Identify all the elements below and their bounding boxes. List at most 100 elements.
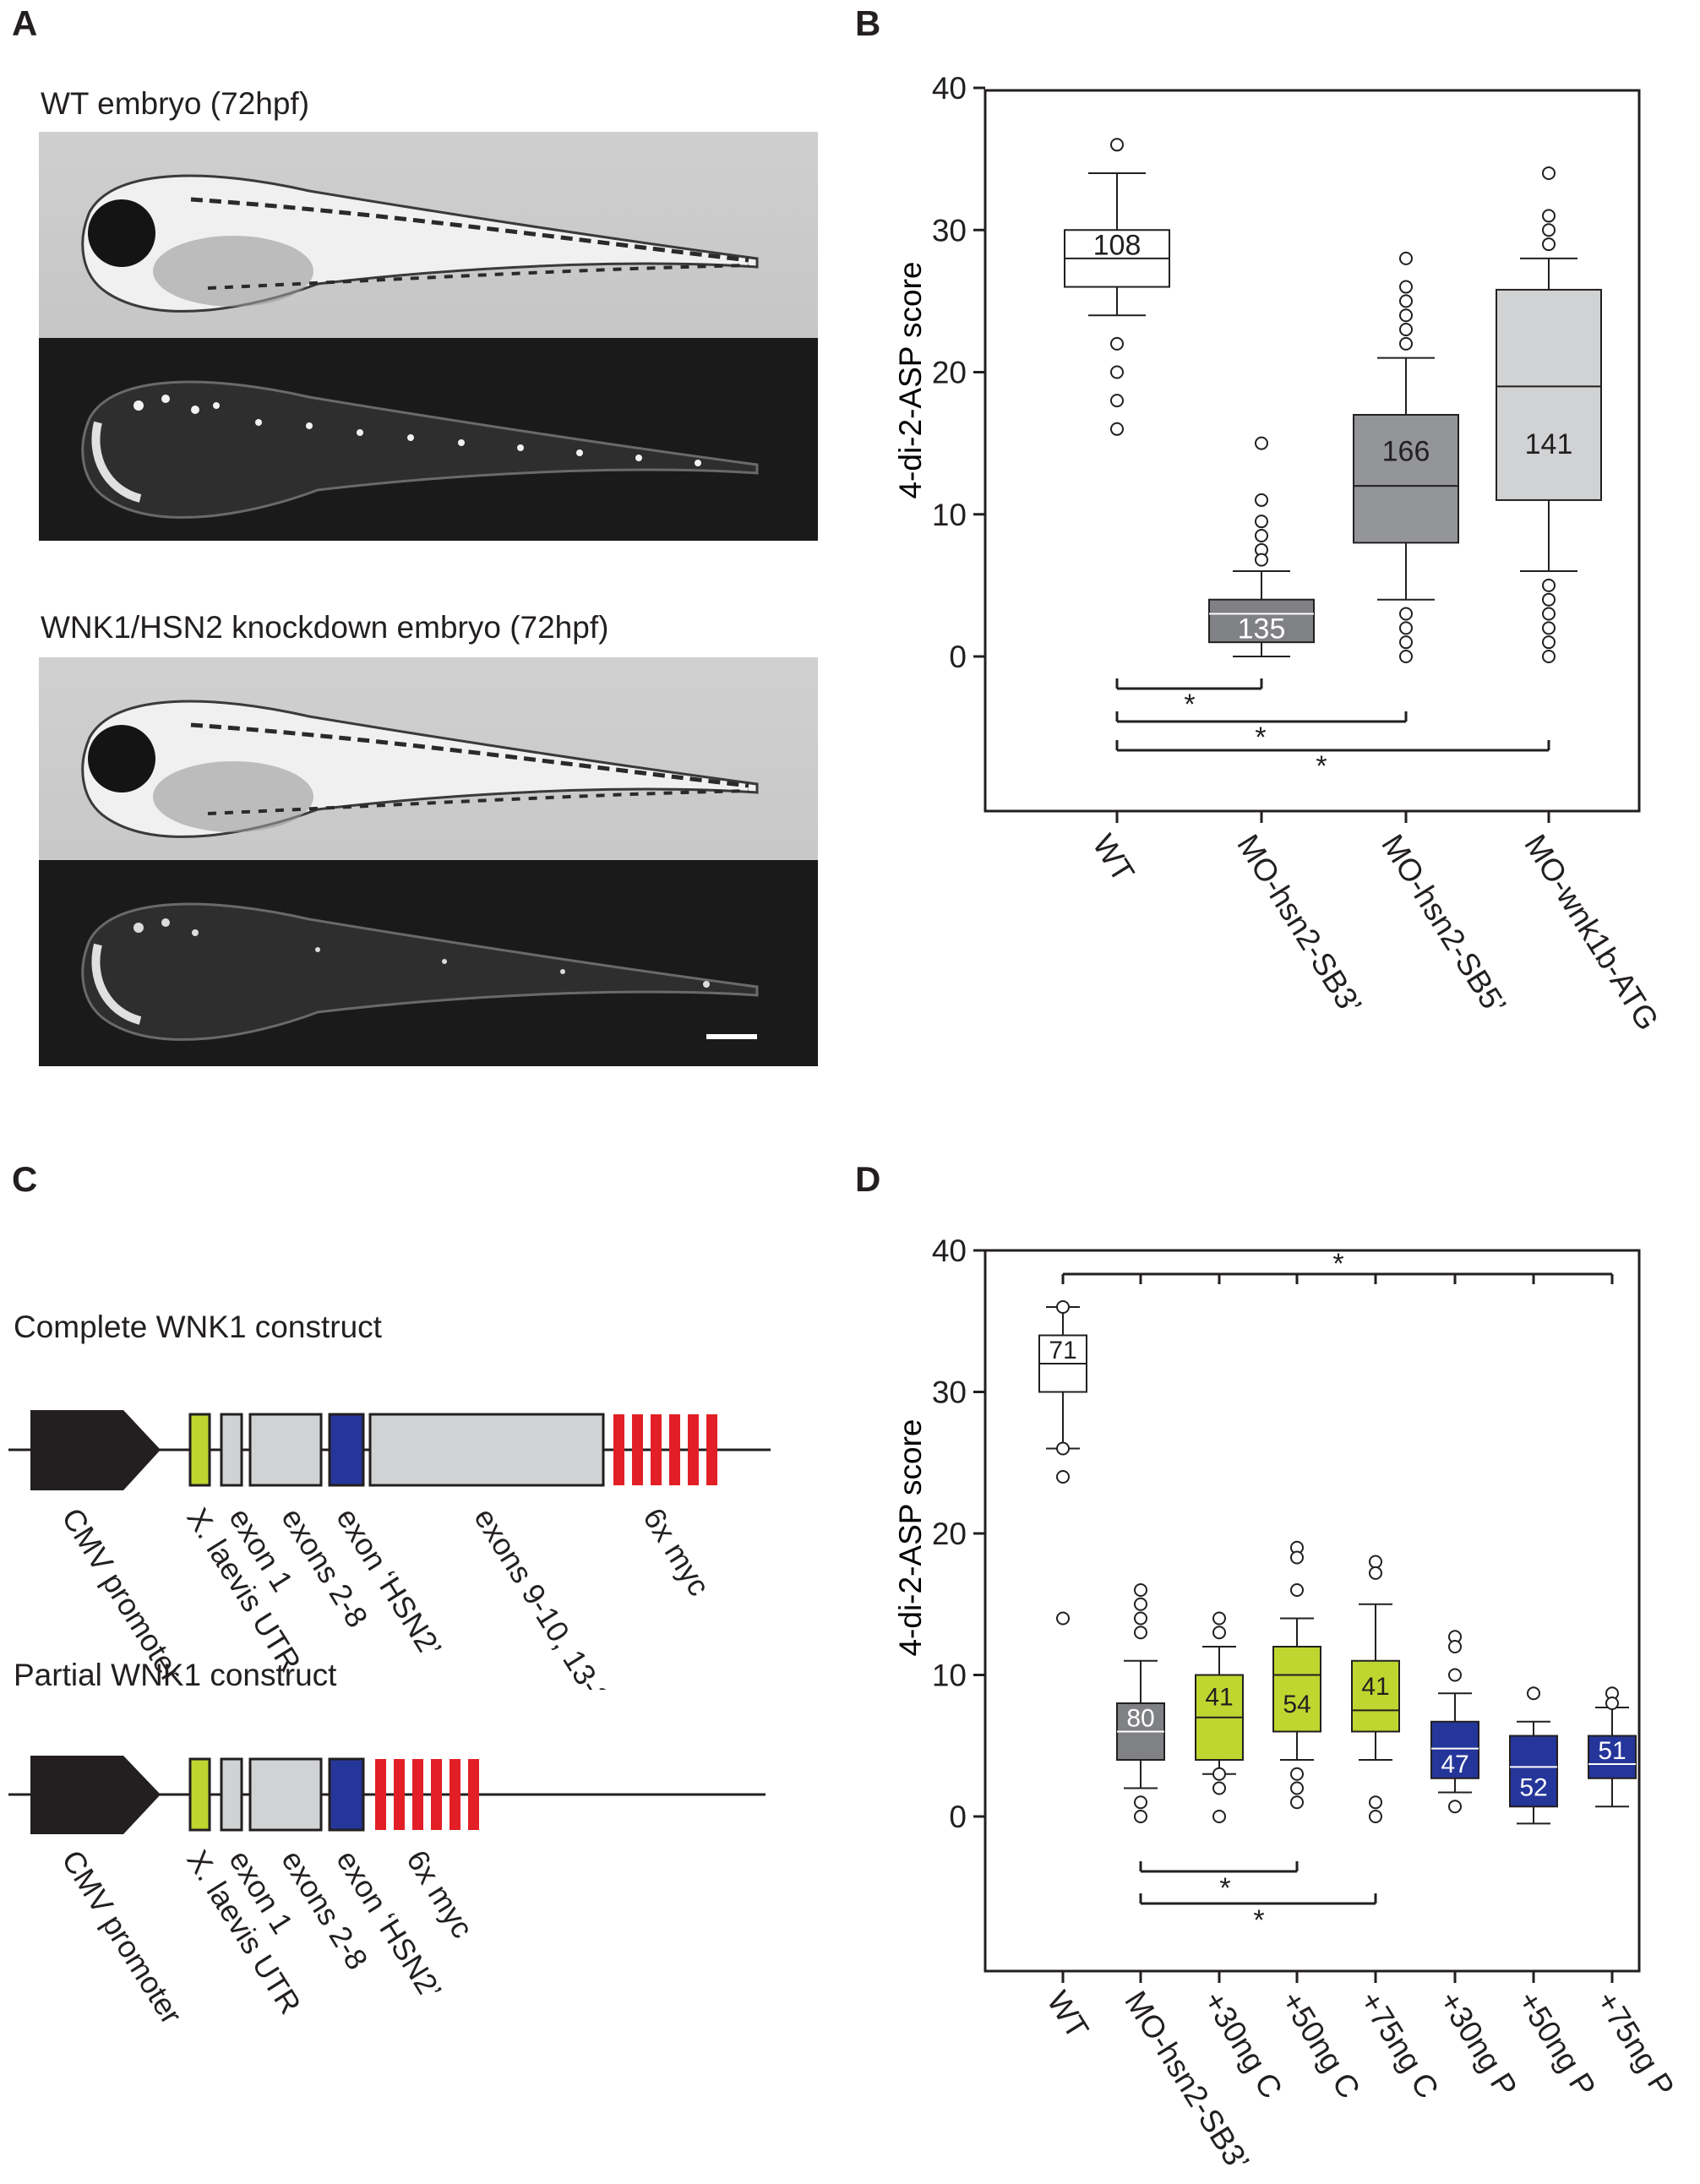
sample-size-label: 135 — [1238, 613, 1286, 645]
outlier-point — [1448, 1640, 1462, 1653]
myc-stripe — [706, 1414, 717, 1485]
outlier-point — [1212, 1810, 1226, 1823]
outlier-point — [1255, 493, 1268, 507]
outlier-point — [1369, 1795, 1382, 1810]
box — [1353, 413, 1459, 544]
chart-b-y-axis-label: 4-di-2-ASP score — [893, 261, 928, 498]
outlier-point — [1542, 607, 1556, 621]
sample-size-label: 47 — [1441, 1751, 1468, 1778]
box — [1496, 288, 1602, 501]
myc-stripe — [375, 1759, 386, 1830]
box — [1351, 1659, 1400, 1733]
sample-size-label: 166 — [1382, 435, 1430, 467]
outlier-point — [1134, 1583, 1147, 1597]
sample-size-label: 41 — [1361, 1673, 1389, 1701]
wt-fluorescence-image — [39, 338, 818, 541]
sample-size-label: 71 — [1049, 1337, 1076, 1364]
cmv-promoter-block — [30, 1756, 161, 1834]
y-tick-label: 10 — [932, 498, 967, 532]
outlier-point — [1542, 578, 1556, 592]
y-tick-label: 30 — [932, 1375, 967, 1410]
chart-b: 4-di-2-ASP score 0 10 20 30 40 108 WT 135 MO-hsn… — [893, 71, 1665, 1037]
box — [1430, 1720, 1479, 1779]
outlier-point — [1542, 592, 1556, 607]
outlier-point — [1542, 166, 1556, 180]
outlier-point — [1212, 1767, 1226, 1781]
outlier-point — [1110, 394, 1124, 408]
outlier-point — [1448, 1668, 1462, 1682]
box — [1208, 598, 1315, 644]
significance-star: * — [1184, 689, 1195, 721]
outlier-point — [1369, 1810, 1382, 1823]
sample-size-label: 108 — [1093, 229, 1142, 261]
myc-stripe — [431, 1759, 442, 1830]
outlier-point — [1255, 515, 1268, 529]
y-tick-label: 40 — [932, 1234, 967, 1268]
x-tick-label: MO-hsn2-SB3’ — [1230, 829, 1368, 1021]
box — [1272, 1646, 1321, 1733]
box — [1509, 1735, 1558, 1808]
cmv-promoter-block — [30, 1410, 161, 1490]
outlier-point — [1134, 1597, 1147, 1611]
outlier-point — [1542, 621, 1556, 635]
outlier-point — [1399, 308, 1413, 323]
outlier-point — [1290, 1583, 1304, 1597]
x-tick-label: WT — [1040, 1985, 1095, 2045]
x-tick-label: MO-hsn2-SB5’ — [1375, 829, 1512, 1021]
chart-d: 4-di-2-ASP score 01020304071WT80MO-hsn2-… — [893, 1234, 1681, 2177]
knockdown-embryo-caption: WNK1/HSN2 knockdown embryo (72hpf) — [41, 610, 609, 645]
sample-size-label: 51 — [1598, 1737, 1626, 1765]
sample-size-label: 41 — [1205, 1683, 1233, 1711]
myc-tag-block — [375, 1759, 479, 1830]
panel-label-c: C — [12, 1159, 38, 1199]
outlier-point — [1542, 650, 1556, 663]
outlier-point — [1542, 237, 1556, 252]
myc-tag-block — [613, 1414, 717, 1485]
significance-star: * — [1253, 1904, 1264, 1936]
outlier-point — [1399, 251, 1413, 265]
myc-stripe — [468, 1759, 479, 1830]
wt-embryo-caption: WT embryo (72hpf) — [41, 86, 310, 121]
outlier-point — [1134, 1611, 1147, 1626]
x-tick-label: WT — [1086, 829, 1141, 889]
y-tick-label: 20 — [932, 1517, 967, 1551]
outlier-point — [1605, 1697, 1619, 1710]
outlier-point — [1056, 1300, 1070, 1314]
outlier-point — [1399, 650, 1413, 663]
knockdown-brightfield-image — [39, 657, 818, 860]
construct-label: CMV promoter — [55, 1844, 189, 2030]
outlier-point — [1134, 1626, 1147, 1640]
knockdown-fluorescence-image — [39, 860, 818, 1066]
myc-stripe — [632, 1414, 643, 1485]
outlier-point — [1110, 422, 1124, 436]
y-tick-label: 0 — [949, 640, 967, 674]
chart-d-y-axis-label: 4-di-2-ASP score — [893, 1419, 928, 1656]
significance-star: * — [1316, 750, 1327, 782]
panel-label-a: A — [12, 3, 38, 43]
plot-frame — [983, 1249, 1641, 1973]
myc-stripe — [394, 1759, 405, 1830]
outlier-point — [1542, 223, 1556, 237]
significance-star: * — [1255, 722, 1266, 754]
panel-label-b: B — [855, 3, 881, 43]
outlier-point — [1056, 1441, 1070, 1456]
partial-construct-title: Partial WNK1 construct — [14, 1658, 337, 1692]
y-tick-label: 10 — [932, 1658, 967, 1693]
plot-frame — [983, 89, 1641, 813]
outlier-point — [1110, 365, 1124, 379]
outlier-point — [1134, 1795, 1147, 1810]
myc-stripe — [613, 1414, 624, 1485]
outlier-point — [1399, 607, 1413, 621]
hsn2-exon-block — [328, 1757, 365, 1832]
scale-bar — [706, 1034, 757, 1039]
exon1-block — [220, 1413, 243, 1487]
y-tick-label: 40 — [932, 71, 967, 106]
outlier-point — [1255, 553, 1268, 567]
y-tick-label: 30 — [932, 213, 967, 248]
sample-size-label: 54 — [1283, 1691, 1310, 1718]
outlier-point — [1448, 1800, 1462, 1814]
outlier-point — [1527, 1686, 1540, 1701]
outlier-point — [1290, 1781, 1304, 1795]
outlier-point — [1542, 209, 1556, 223]
